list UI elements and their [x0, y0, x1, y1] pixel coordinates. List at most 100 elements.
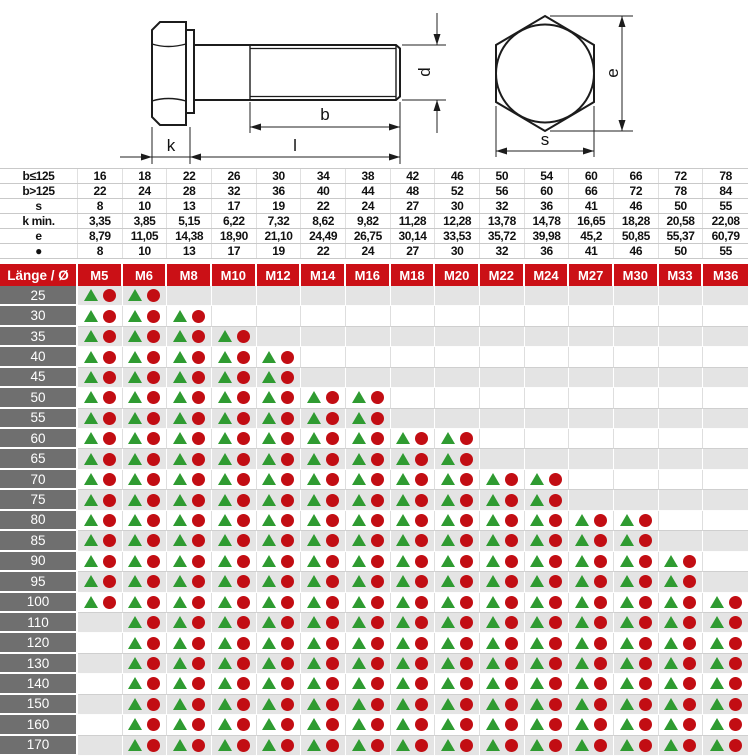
spec-value-cell: 34 — [301, 169, 346, 183]
red-circle-marker — [638, 554, 652, 568]
red-circle-marker — [236, 473, 250, 487]
red-circle-marker — [326, 616, 340, 630]
green-triangle-marker — [530, 677, 545, 690]
column-header-m18: M18 — [390, 264, 436, 286]
spec-value-cell: 54 — [525, 169, 570, 183]
availability-cell — [524, 490, 570, 511]
column-header-m22: M22 — [480, 264, 525, 286]
availability-cell — [78, 735, 123, 756]
spec-value-cell: 8,62 — [301, 214, 346, 228]
availability-cell — [524, 469, 570, 491]
red-circle-marker — [147, 493, 161, 507]
availability-cell — [480, 612, 525, 634]
red-circle-marker — [638, 534, 652, 548]
green-triangle-marker — [575, 513, 590, 526]
red-circle-marker — [549, 657, 563, 671]
availability-cell — [301, 633, 346, 654]
availability-cell — [256, 408, 302, 430]
red-circle-marker — [683, 575, 697, 589]
red-circle-marker — [549, 513, 563, 527]
green-triangle-marker — [83, 411, 98, 424]
availability-cell — [435, 429, 480, 450]
green-triangle-marker — [530, 636, 545, 649]
availability-cell — [703, 429, 748, 450]
red-circle-marker — [192, 575, 206, 589]
red-circle-marker — [415, 432, 429, 446]
availability-cell — [346, 429, 391, 450]
availability-cell — [480, 367, 525, 389]
spec-value-cell: 3,35 — [78, 214, 123, 228]
spec-value-cell: 78 — [719, 169, 732, 183]
green-triangle-marker — [619, 636, 634, 649]
red-circle-marker — [370, 657, 384, 671]
availability-cell — [122, 715, 168, 736]
spec-row: b>125 22 24 28 32 36 40 44 48 52 56 60 66 72 78 84 — [0, 184, 748, 199]
green-triangle-marker — [351, 718, 366, 731]
availability-cell — [480, 551, 525, 573]
availability-cell — [78, 367, 123, 389]
green-triangle-marker — [173, 309, 188, 322]
red-circle-marker — [281, 493, 295, 507]
red-circle-marker — [415, 534, 429, 548]
spec-value-cell: 18,90 — [212, 229, 257, 243]
availability-cell — [167, 653, 212, 675]
availability-cell — [703, 694, 748, 716]
availability-cell — [212, 694, 257, 716]
availability-cell — [78, 653, 123, 675]
red-circle-marker — [504, 493, 518, 507]
matrix-row: 45 — [0, 367, 748, 389]
green-triangle-marker — [173, 432, 188, 445]
green-triangle-marker — [128, 513, 143, 526]
red-circle-marker — [370, 697, 384, 711]
availability-cell — [167, 551, 212, 573]
green-triangle-marker — [664, 616, 679, 629]
availability-cell — [122, 531, 168, 552]
availability-cell — [122, 653, 168, 675]
matrix-row: 40 — [0, 347, 748, 368]
length-label: 170 — [0, 735, 78, 756]
green-triangle-marker — [173, 411, 188, 424]
matrix-row: 25 — [0, 286, 748, 307]
availability-cell — [390, 449, 436, 470]
matrix-header-row: Länge / Ø M5 M6 M8 M10 M12 M14 M16 M18 M20 M22 M24… — [0, 264, 748, 286]
availability-cell — [167, 572, 212, 593]
red-circle-marker — [147, 718, 161, 732]
availability-cell — [480, 633, 525, 654]
red-circle-marker — [728, 657, 742, 671]
dim-label-b: b — [320, 105, 329, 124]
availability-cell — [703, 326, 748, 348]
spec-value-cell: 30,14 — [391, 229, 436, 243]
red-circle-marker — [549, 575, 563, 589]
green-triangle-marker — [262, 697, 277, 710]
green-triangle-marker — [709, 677, 724, 690]
green-triangle-marker — [396, 493, 411, 506]
availability-cell — [346, 469, 391, 491]
availability-cell — [78, 306, 123, 327]
green-triangle-marker — [307, 452, 322, 465]
green-triangle-marker — [173, 677, 188, 690]
availability-cell — [256, 572, 302, 593]
availability-cell — [569, 367, 614, 389]
red-circle-marker — [594, 575, 608, 589]
green-triangle-marker — [173, 452, 188, 465]
red-circle-marker — [102, 370, 116, 384]
red-circle-marker — [192, 718, 206, 732]
availability-cell — [122, 612, 168, 634]
green-triangle-marker — [173, 697, 188, 710]
red-circle-marker — [147, 595, 161, 609]
green-triangle-marker — [217, 493, 232, 506]
availability-cell — [524, 694, 570, 716]
availability-cell — [78, 715, 123, 736]
green-triangle-marker — [619, 513, 634, 526]
availability-cell — [212, 551, 257, 573]
green-triangle-marker — [262, 738, 277, 751]
availability-cell — [390, 592, 436, 613]
green-triangle-marker — [307, 473, 322, 486]
availability-cell — [524, 347, 570, 368]
green-triangle-marker — [396, 534, 411, 547]
availability-cell — [346, 674, 391, 695]
availability-cell — [346, 612, 391, 634]
green-triangle-marker — [83, 513, 98, 526]
availability-cell — [212, 715, 257, 736]
green-triangle-marker — [441, 513, 456, 526]
